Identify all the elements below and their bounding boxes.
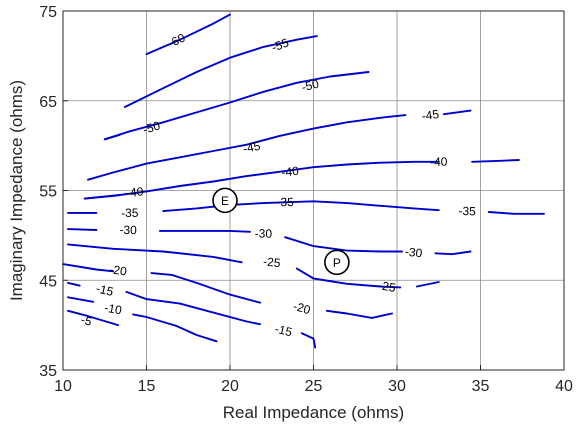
contour-line [67,281,81,287]
x-tick-label: 10 [54,378,72,395]
contour-line [67,228,98,231]
contour-line [471,159,520,163]
contour-label: -35 [121,206,139,220]
contour-label: -30 [404,244,423,260]
y-axis-title: Imaginary Impedance (ohms) [7,80,26,301]
x-tick-label: 20 [221,378,239,395]
contour-line [416,281,440,288]
contour-label: -60 [166,30,188,50]
contour-label: -5 [79,312,93,328]
contour-line [87,114,407,181]
contour-label: -35 [458,204,476,219]
contour-label: -25 [377,278,397,295]
contour-label: -40 [281,164,300,180]
axis-ticks: 10 15 20 25 30 35 40 35 45 55 65 75 [39,4,573,395]
contour-line [132,313,218,343]
contour-labels: -60 -55 -50 -50 -45 -45 -40 -40 -40 -35 -35 -35 -30 -… [79,30,476,339]
marker-label: E [221,194,229,208]
marker-circle [324,249,350,276]
contour-label: -55 [270,35,291,54]
contour-lines [62,13,545,349]
contour-line [284,236,403,253]
y-tick-label: 45 [39,273,57,290]
contour-line [442,109,472,116]
x-tick-label: 35 [472,378,490,395]
y-tick-label: 55 [39,184,57,201]
contour-line [67,296,95,303]
contour-label: -50 [300,76,321,94]
x-tick-label: 30 [388,378,406,395]
x-axis-title: Real Impedance (ohms) [223,403,404,422]
contour-line [62,263,115,273]
contour-line [103,133,121,141]
contour-line [123,35,318,108]
contour-label: -45 [421,107,440,123]
contour-line [145,13,231,56]
contour-label: -20 [292,299,313,317]
contour-label: -45 [242,139,262,156]
contour-label: -10 [103,301,123,318]
contour-line [325,309,393,319]
contour-line [162,200,440,213]
contour-line [487,211,545,215]
x-tick-label: 25 [305,378,323,395]
contour-label: -20 [109,262,128,278]
contour-label: -30 [119,223,137,238]
contour-label: -15 [273,322,293,340]
contour-label: -50 [141,118,162,136]
y-tick-label: 75 [39,4,57,21]
contour-label: -25 [262,254,281,270]
marker-circle [212,187,238,214]
contour-label: -35 [276,195,294,209]
markers: EP [212,187,350,276]
contour-line [295,267,402,289]
x-tick-label: 40 [555,378,573,395]
contour-label: -40 [430,154,448,169]
y-tick-label: 65 [39,94,57,111]
contour-label: -15 [95,281,115,299]
marker-label: P [333,256,341,270]
contour-line [150,272,262,304]
contour-label: -40 [125,184,144,200]
contour-line [67,309,120,327]
contour-line [434,250,472,256]
contour-line [67,243,243,264]
contour-line [125,290,262,326]
contour-line [83,194,121,200]
contour-line [158,229,251,233]
contour-line [103,71,370,141]
contour-line [83,160,440,200]
y-tick-label: 35 [39,363,57,380]
contour-label: -30 [255,226,273,240]
contour-line [300,332,317,349]
x-tick-label: 15 [138,378,156,395]
